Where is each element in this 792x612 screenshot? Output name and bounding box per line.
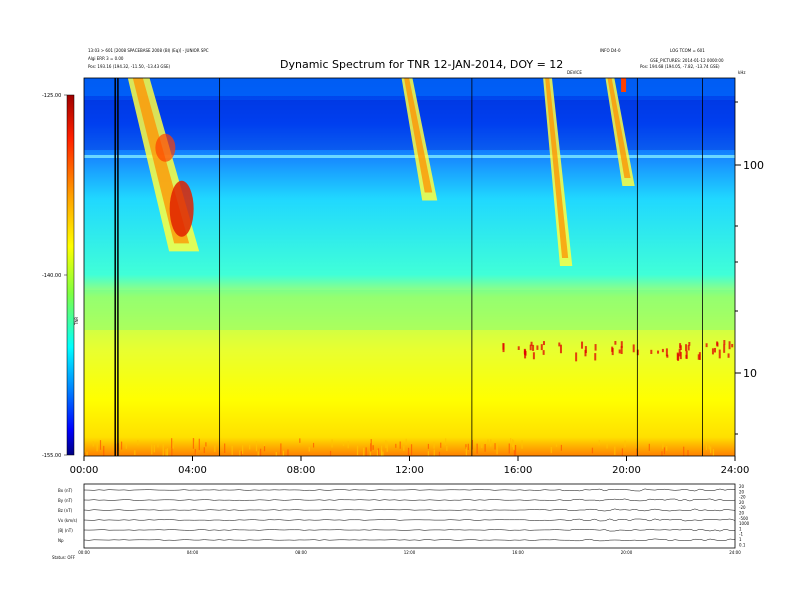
- x-tick-label: 16:00: [504, 465, 533, 476]
- panel-right-tick: -20: [739, 495, 746, 500]
- panel-right-tick: -20: [739, 505, 746, 510]
- burst-core: [607, 78, 631, 179]
- x-tick-label: 08:00: [287, 465, 316, 476]
- y-tick-label: 10: [743, 367, 757, 380]
- frequency-axis: 100 10: [735, 101, 764, 435]
- panel-trace: [83, 518, 736, 522]
- header-info-right-1: LOG TCOM = 601: [670, 48, 705, 53]
- panel-time-label: 04:00: [187, 550, 199, 555]
- panel-right-tick: 1: [739, 537, 742, 542]
- x-tick-label: 12:00: [395, 465, 424, 476]
- panel-right-tick: 1: [739, 526, 742, 531]
- panel-trace: [83, 538, 736, 542]
- x-tick-label: 24:00: [721, 465, 750, 476]
- colorbar-tick-label: -140.00: [42, 273, 61, 279]
- panel-row-label: Np: [58, 538, 64, 543]
- colorbar: [66, 94, 75, 456]
- panel-right-tick: 20: [739, 489, 745, 494]
- panel-time-label: 12:00: [404, 550, 416, 555]
- panel-right-tick: 20: [739, 484, 745, 489]
- panel-right-tick: 20: [739, 511, 745, 516]
- status-footer: Status: OFF: [52, 555, 76, 560]
- burst-core: [404, 78, 433, 193]
- colorbar-ticks: -125.00 -140.00 -155.00: [42, 93, 67, 459]
- panel-time-label: 24:00: [729, 550, 741, 555]
- panel-right-tick: -500: [739, 516, 749, 521]
- panel-row-label: Bz (nT): [58, 508, 73, 513]
- x-tick-label: 04:00: [178, 465, 207, 476]
- panel-row-label: By (nT): [58, 498, 73, 503]
- panel-row-label: |B| (nT): [58, 528, 73, 533]
- time-axis: 00:00 04:00 08:00 12:00 16:00 20:00 24:00: [70, 456, 750, 476]
- header-info-left-2: Algi ERR 3 = 0.00: [88, 56, 124, 61]
- panel-right-tick: -1: [739, 532, 743, 537]
- panel-right-tick: 20: [739, 500, 745, 505]
- x-tick-label: 00:00: [70, 465, 99, 476]
- device-label: DEVICE: [567, 70, 582, 75]
- burst-peak: [155, 133, 176, 162]
- x-tick-label: 20:00: [612, 465, 641, 476]
- panel-time-label: 00:00: [78, 550, 90, 555]
- panel-trace: [83, 508, 736, 512]
- panel-trace: [83, 498, 736, 502]
- chart-title: Dynamic Spectrum for TNR 12-JAN-2014, DO…: [280, 58, 564, 71]
- header-info-right-3: Pos: 194.68 (194.05, -7.82, -13.74 GSE): [640, 64, 720, 69]
- header-info-left-3: Pos: 193.16 (194.32, -11.50, -13.43 GSE): [88, 64, 171, 69]
- panel-trace: [83, 488, 736, 492]
- panel-time-label: 08:00: [295, 550, 307, 555]
- panel-right-tick: 1000: [739, 521, 750, 526]
- burst-core: [545, 78, 569, 258]
- corner-label: kHz: [738, 70, 746, 75]
- panel-time-label: 20:00: [621, 550, 633, 555]
- y-tick-label: 100: [743, 159, 764, 172]
- panel-row-label: Vx (km/s): [58, 518, 78, 523]
- colorbar-label: TNR: [74, 317, 79, 326]
- header-info-right-2: GSE_PICTURES: 2014-01-12 0000:00: [650, 58, 724, 63]
- header-info-left-1: 13:03 > 601 [2008 SPACEBASE 2008 (BI) (E…: [88, 48, 209, 53]
- panel-time-label: 16:00: [512, 550, 524, 555]
- colorbar-tick-label: -155.00: [42, 453, 61, 459]
- colorbar-tick-label: -125.00: [42, 93, 61, 99]
- solar-wind-panel: Bx (nT) By (nT) Bz (nT) Vx (km/s) |B| (nT) Np…: [58, 483, 750, 555]
- spectrogram: [84, 78, 735, 456]
- panel-row-label: Bx (nT): [58, 488, 73, 493]
- panel-right-tick: 0.1: [739, 542, 746, 547]
- burst-peak: [169, 180, 194, 237]
- burst-peak: [621, 78, 627, 92]
- header-info-center: INFO D4-0: [600, 48, 621, 53]
- panel-trace: [83, 528, 736, 532]
